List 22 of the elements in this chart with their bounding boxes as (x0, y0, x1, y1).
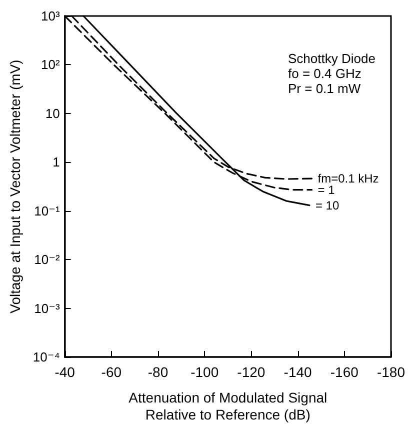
y-tick-label: 10³ (41, 8, 60, 24)
y-tick-label: 1 (52, 154, 60, 170)
x-tick-label: -120 (237, 364, 266, 380)
y-tick-label: 10⁻¹ (34, 203, 60, 218)
x-tick-label: -80 (148, 364, 168, 380)
y-axis-title: Voltage at Input to Vector Voltmeter (mV) (7, 60, 23, 314)
y-tick-label: 10⁻⁴ (32, 350, 60, 364)
annotation: Schottky Diode (288, 51, 376, 66)
x-tick-label: -160 (330, 364, 359, 380)
x-tick-label: -60 (101, 364, 122, 380)
series-label: = 10 (315, 198, 340, 212)
y-tick-label: 10⁻³ (34, 300, 60, 316)
x-tick-label: -180 (376, 364, 406, 380)
y-tick-label: 10 (45, 106, 60, 121)
x-tick-label: -100 (190, 364, 219, 380)
annotation: fo = 0.4 GHz (288, 66, 362, 81)
x-tick-label: -40 (54, 364, 76, 380)
annotation: Pr = 0.1 mW (288, 81, 362, 96)
y-tick-label: 10² (41, 57, 60, 72)
y-tick-label: 10⁻² (34, 252, 60, 268)
x-axis-title: Attenuation of Modulated Signal Relative to Reference (dB) (128, 390, 328, 422)
x-tick-label: -140 (284, 364, 312, 380)
